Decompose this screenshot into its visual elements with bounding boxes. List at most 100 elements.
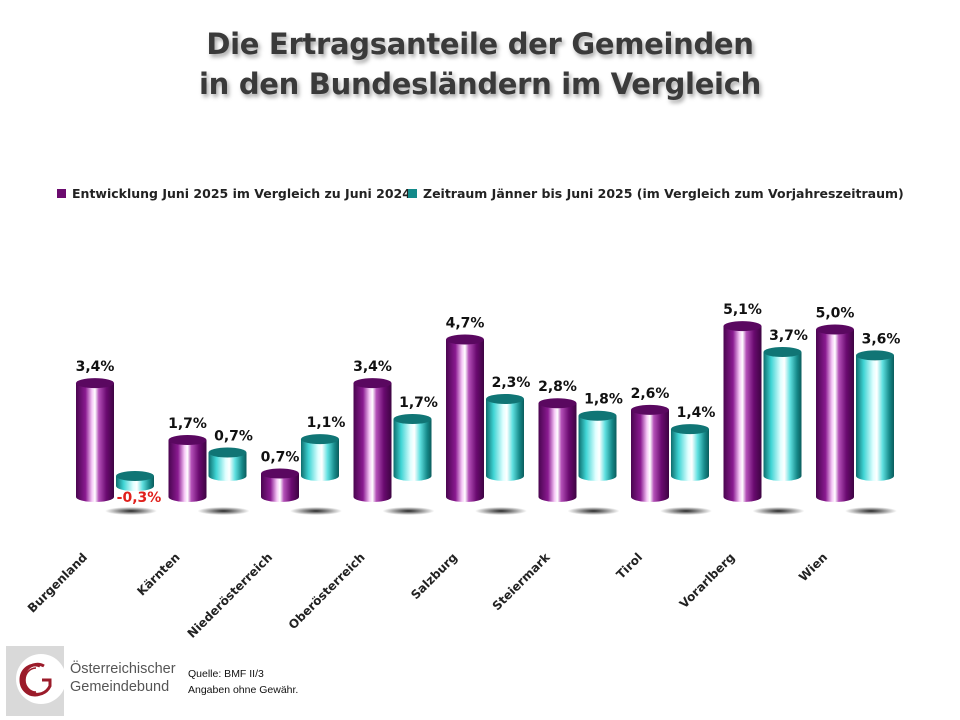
bar-series-1 (353, 378, 392, 502)
bar-series-2-body (393, 419, 432, 476)
bar-series-1-body (816, 329, 854, 497)
bar-series-1-top (353, 378, 392, 389)
x-tick-label: Kärnten (134, 550, 182, 598)
bar-series-2 (208, 447, 247, 481)
bar-shadow (475, 507, 527, 515)
data-label-series-1: 5,0% (816, 306, 855, 322)
bar-series-1 (168, 435, 207, 502)
bar-series-2 (486, 393, 524, 481)
x-tick-label: Burgenland (25, 550, 90, 615)
bar-series-1-top (168, 435, 207, 446)
bar-series-1-bottom (353, 492, 392, 502)
bar-series-2-bottom (116, 481, 154, 492)
bar-series-1 (261, 468, 299, 502)
bar-series-1 (538, 398, 577, 502)
bar-series-2-body (856, 355, 894, 476)
data-label-series-1: 3,4% (353, 359, 392, 375)
bar-series-2 (393, 414, 432, 481)
gemeindebund-logo (6, 646, 66, 716)
bar-series-2-bottom (856, 471, 894, 481)
x-tick-label: Vorarlberg (677, 550, 738, 611)
bar-series-2-bottom (763, 471, 802, 481)
data-label-series-1: 3,4% (76, 359, 115, 375)
data-label-series-2: 3,7% (769, 328, 808, 344)
bar-series-1-body (353, 383, 392, 497)
bar-series-2-bottom (393, 471, 432, 481)
bar-series-1-bottom (816, 492, 854, 502)
bar-series-1-body (261, 473, 299, 497)
bar-series-1-top (538, 398, 577, 409)
bar-series-1-bottom (631, 492, 669, 502)
data-label-series-1: 1,7% (168, 416, 207, 432)
bar-series-1 (723, 321, 762, 502)
data-label-series-2: 0,7% (214, 429, 253, 445)
bar-series-2-top (208, 447, 247, 458)
data-label-series-1: 2,6% (631, 386, 670, 402)
data-label-series-1: 4,7% (446, 316, 485, 332)
bar-series-2-body (301, 439, 339, 476)
legend-swatch-series-2 (408, 189, 417, 198)
bar-shadow (290, 507, 342, 515)
bar-series-1-body (168, 440, 207, 497)
bar-series-2-body (763, 352, 802, 476)
bar-series-2-top (486, 393, 524, 404)
legend-label-series-2: Zeitraum Jänner bis Juni 2025 (im Vergle… (423, 186, 904, 201)
data-label-series-1: 0,7% (261, 450, 300, 466)
data-label-series-1: 5,1% (723, 302, 762, 318)
x-tick-label: Salzburg (408, 550, 460, 602)
bar-series-2-top (671, 424, 709, 435)
x-tick-label: Wien (796, 550, 830, 584)
bar-series-1-body (538, 403, 577, 497)
bar-series-2 (578, 410, 617, 481)
bar-series-1-top (723, 321, 762, 332)
bar-series-1-top (816, 324, 854, 335)
bar-series-2-top (116, 471, 154, 481)
bar-series-2-body (486, 398, 524, 476)
bar-series-2-top (301, 434, 339, 445)
bar-series-1 (446, 334, 484, 502)
data-label-series-2: 2,3% (492, 375, 531, 391)
bar-series-2-bottom (578, 471, 617, 481)
bar-shadow (845, 507, 897, 515)
bar-series-1-bottom (446, 492, 484, 502)
bar-series-1-body (631, 409, 669, 497)
bar-series-1-top (631, 404, 669, 415)
legend-item-series-1: Entwicklung Juni 2025 im Vergleich zu Ju… (57, 186, 411, 201)
bar-shadow (660, 507, 712, 515)
legend-swatch-series-1 (57, 189, 66, 198)
bar-series-1-body (723, 326, 762, 497)
bar-shadow (567, 507, 620, 515)
bar-shadow (752, 507, 805, 515)
source-line-2: Angaben ohne Gewähr. (188, 684, 299, 696)
data-label-series-2: -0,3% (117, 490, 162, 506)
bar-series-1 (76, 378, 114, 502)
bar-series-1-bottom (76, 492, 114, 502)
bar-chart: 3,4% -0,3% 1,7% 0,7% 0,7% 1,1% 3,4% 1,7% 4,7% 2,3… (25, 302, 901, 641)
bar-series-1-top (76, 378, 114, 389)
legend-item-series-2: Zeitraum Jänner bis Juni 2025 (im Vergle… (408, 186, 904, 201)
bar-series-1 (631, 404, 669, 502)
bar-series-2-bottom (208, 471, 247, 481)
bar-series-2-body (671, 429, 709, 476)
bar-series-1-bottom (723, 492, 762, 502)
bar-series-1-body (446, 339, 484, 497)
bar-series-2-top (393, 414, 432, 425)
bar-series-2-top (578, 410, 617, 421)
bar-series-2-top (763, 347, 802, 358)
source-line-1: Quelle: BMF II/3 (188, 668, 264, 680)
data-label-series-2: 3,6% (862, 331, 901, 347)
bar-shadow (197, 507, 250, 515)
bar-series-1-body (76, 383, 114, 497)
legend-label-series-1: Entwicklung Juni 2025 im Vergleich zu Ju… (72, 186, 411, 201)
logo-text-line-1: Österreichischer (70, 661, 176, 677)
bar-series-2-body (116, 476, 154, 487)
bar-series-2 (671, 424, 709, 481)
data-label-series-1: 2,8% (538, 379, 577, 395)
x-tick-label: Steiermark (490, 550, 554, 614)
x-tick-label: Oberösterreich (286, 550, 368, 632)
logo-cg-icon (19, 662, 52, 697)
chart-title-line-2: in den Bundesländern im Vergleich (199, 67, 761, 101)
bar-series-2-top (856, 350, 894, 361)
bar-series-2-body (208, 452, 247, 476)
chart-title-line-1: Die Ertragsanteile der Gemeinden (206, 27, 754, 61)
